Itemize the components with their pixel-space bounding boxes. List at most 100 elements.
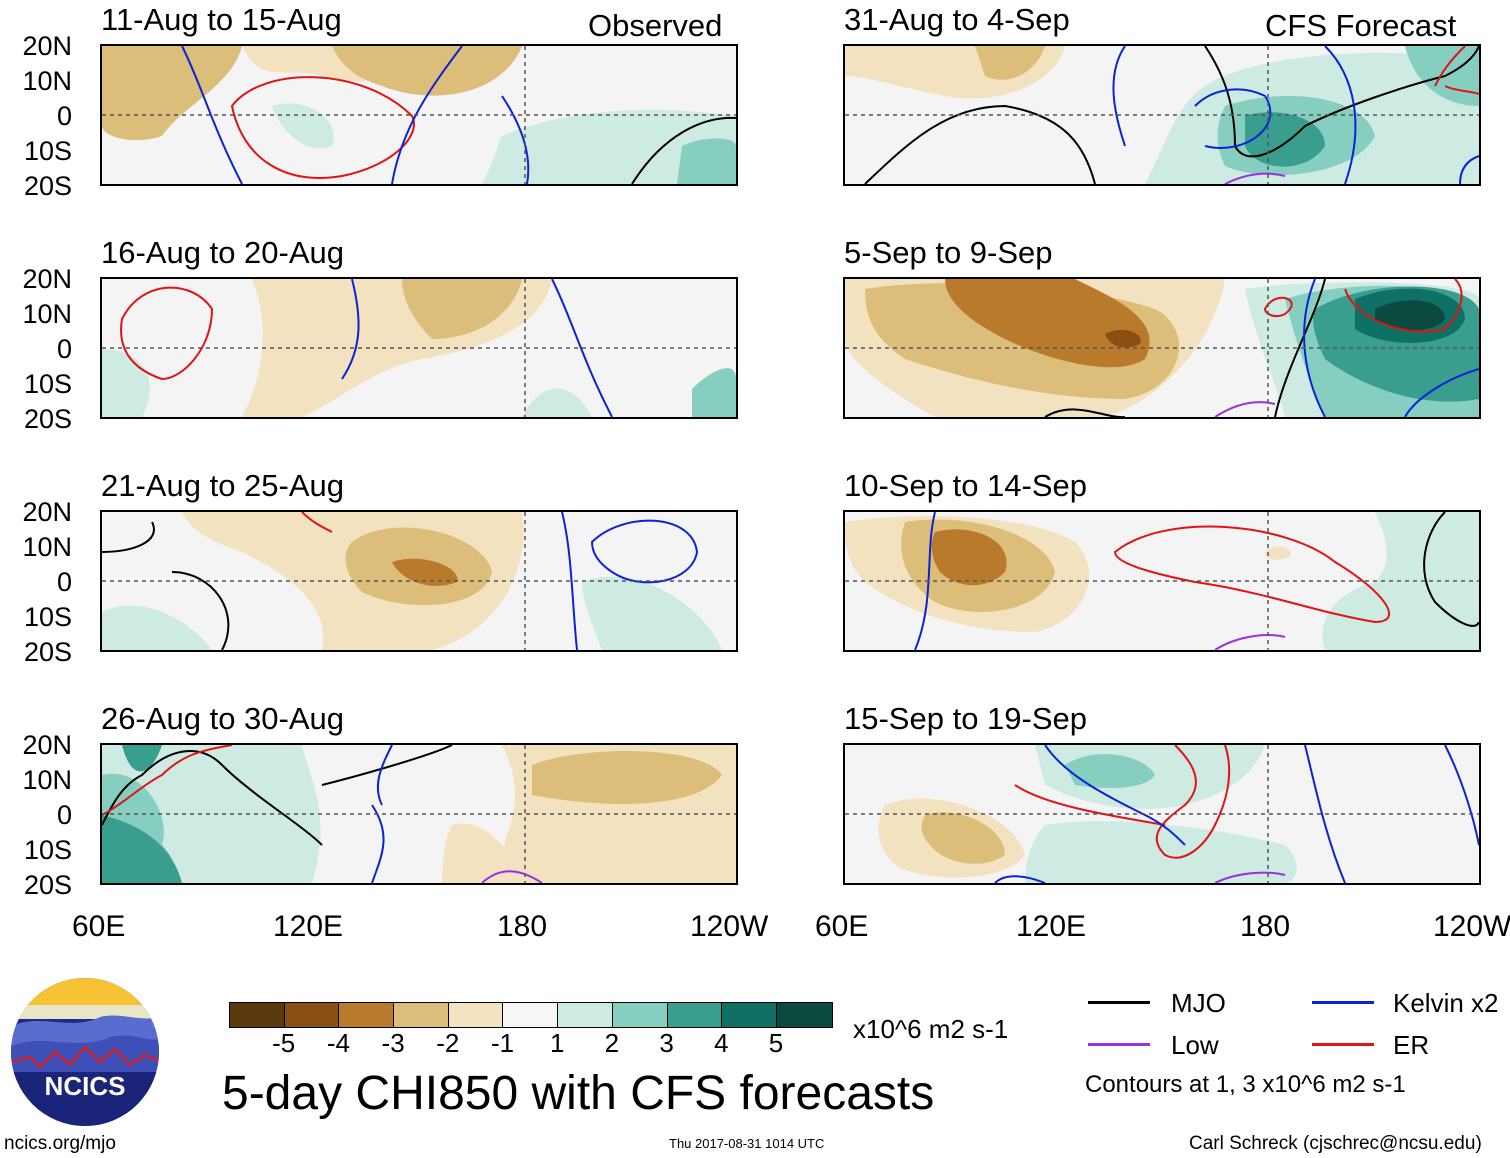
kelvin-contour (994, 745, 1479, 883)
map-panel-2 (100, 277, 738, 419)
lat-label-10s: 10S (23, 136, 72, 166)
er-contour (120, 286, 214, 381)
lat-label-10s: 10S (23, 835, 72, 865)
er-contour (230, 76, 415, 179)
map-panel-4-svg (102, 745, 736, 883)
lat-label-20n: 20N (22, 497, 72, 527)
lat-label-0: 0 (56, 101, 72, 131)
lon-label-60e: 60E (72, 910, 126, 943)
mjo-contour (1044, 279, 1326, 417)
lat-label-10n: 10N (22, 765, 72, 795)
lat-label-10n: 10N (22, 66, 72, 96)
map-panel-6 (843, 277, 1481, 419)
mjo-contour (864, 46, 1479, 184)
colorbar-swatch (284, 1003, 340, 1027)
observed-label: Observed (588, 8, 723, 43)
lon-label-180: 180 (497, 910, 548, 943)
colorbar-units: x10^6 m2 s-1 (853, 1014, 1009, 1044)
shading (532, 751, 722, 804)
shading (102, 46, 242, 141)
shading (102, 349, 150, 417)
map-panel-3-svg (102, 512, 736, 650)
legend-line-mjo (1088, 1001, 1150, 1004)
shading (102, 605, 212, 650)
map-panel-7-svg (845, 512, 1479, 650)
shading (392, 558, 458, 586)
low-contour (1214, 401, 1276, 417)
er-contour (1113, 525, 1391, 624)
shading (931, 529, 1007, 586)
shading (1265, 546, 1291, 560)
map-panel-3 (100, 510, 738, 652)
shading (1065, 754, 1155, 788)
low-contour (1224, 172, 1286, 184)
shading (522, 388, 592, 417)
shading (402, 279, 522, 339)
footer-website[interactable]: ncics.org/mjo (4, 1133, 116, 1154)
map-panel-8-svg (845, 745, 1479, 883)
ncics-logo: NCICS (10, 977, 160, 1127)
lat-label-20s: 20S (23, 404, 72, 434)
lat-label-10n: 10N (22, 299, 72, 329)
colorbar-swatch (722, 1003, 777, 1027)
lat-label-20n: 20N (22, 31, 72, 61)
colorbar-swatch (448, 1003, 504, 1027)
er-contour (102, 745, 233, 816)
lat-label-10n: 10N (22, 532, 72, 562)
lon-label-120w: 120W (690, 910, 769, 943)
colorbar-tick-label: 4 (714, 1028, 729, 1058)
er-contour (1434, 46, 1479, 95)
colorbar-swatch (612, 1003, 668, 1027)
map-panel-8 (843, 743, 1481, 885)
map-panel-2-svg (102, 279, 736, 417)
colorbar-swatch (503, 1003, 559, 1027)
panel-title-4: 26-Aug to 30-Aug (101, 701, 345, 736)
shading (332, 46, 522, 96)
low-contour (1214, 634, 1286, 650)
mjo-contour (631, 116, 736, 184)
ncics-logo-svg: NCICS (11, 978, 159, 1126)
logo-text: NCICS (45, 1071, 126, 1101)
er-contour (301, 512, 333, 533)
lon-label-180: 180 (1240, 910, 1291, 943)
colorbar-tick-label: -3 (381, 1028, 405, 1058)
shading (102, 815, 182, 883)
kelvin-contour (181, 46, 530, 184)
colorbar-tick-label: -4 (326, 1028, 350, 1058)
shading (677, 138, 736, 184)
lat-label-20s: 20S (23, 637, 72, 667)
shading (272, 103, 334, 149)
map-panel-4 (100, 743, 738, 885)
colorbar-swatch (230, 1003, 285, 1027)
shading (945, 279, 1150, 368)
lat-label-0: 0 (56, 800, 72, 830)
lat-label-0: 0 (56, 567, 72, 597)
mjo-contour (1423, 512, 1479, 627)
colorbar-swatch (667, 1003, 723, 1027)
shading (482, 110, 736, 184)
map-panel-1-svg (102, 46, 736, 184)
er-contour (1014, 784, 1166, 826)
lat-label-0: 0 (56, 334, 72, 364)
legend-label-kelvin: Kelvin x2 (1393, 988, 1499, 1018)
panel-title-3: 21-Aug to 25-Aug (101, 468, 345, 503)
kelvin-contour (590, 519, 699, 584)
kelvin-contour (561, 512, 578, 650)
lon-label-120w: 120W (1433, 910, 1510, 943)
shading (975, 46, 1045, 80)
map-panel-5 (843, 44, 1481, 186)
lon-label-60e: 60E (815, 910, 869, 943)
colorbar-swatch (558, 1003, 613, 1027)
panel-title-6: 5-Sep to 9-Sep (844, 235, 1053, 270)
legend-label-low: Low (1171, 1030, 1219, 1060)
map-panel-7 (843, 510, 1481, 652)
map-panel-5-svg (845, 46, 1479, 184)
shading (692, 368, 736, 417)
legend-label-mjo: MJO (1171, 988, 1226, 1018)
legend-label-er: ER (1393, 1030, 1430, 1060)
contour-note: Contours at 1, 3 x10^6 m2 s-1 (1085, 1071, 1406, 1098)
mjo-contour (102, 521, 230, 650)
colorbar-swatch (394, 1003, 449, 1027)
shading (1105, 329, 1141, 348)
legend-line-kelvin (1312, 1001, 1374, 1004)
